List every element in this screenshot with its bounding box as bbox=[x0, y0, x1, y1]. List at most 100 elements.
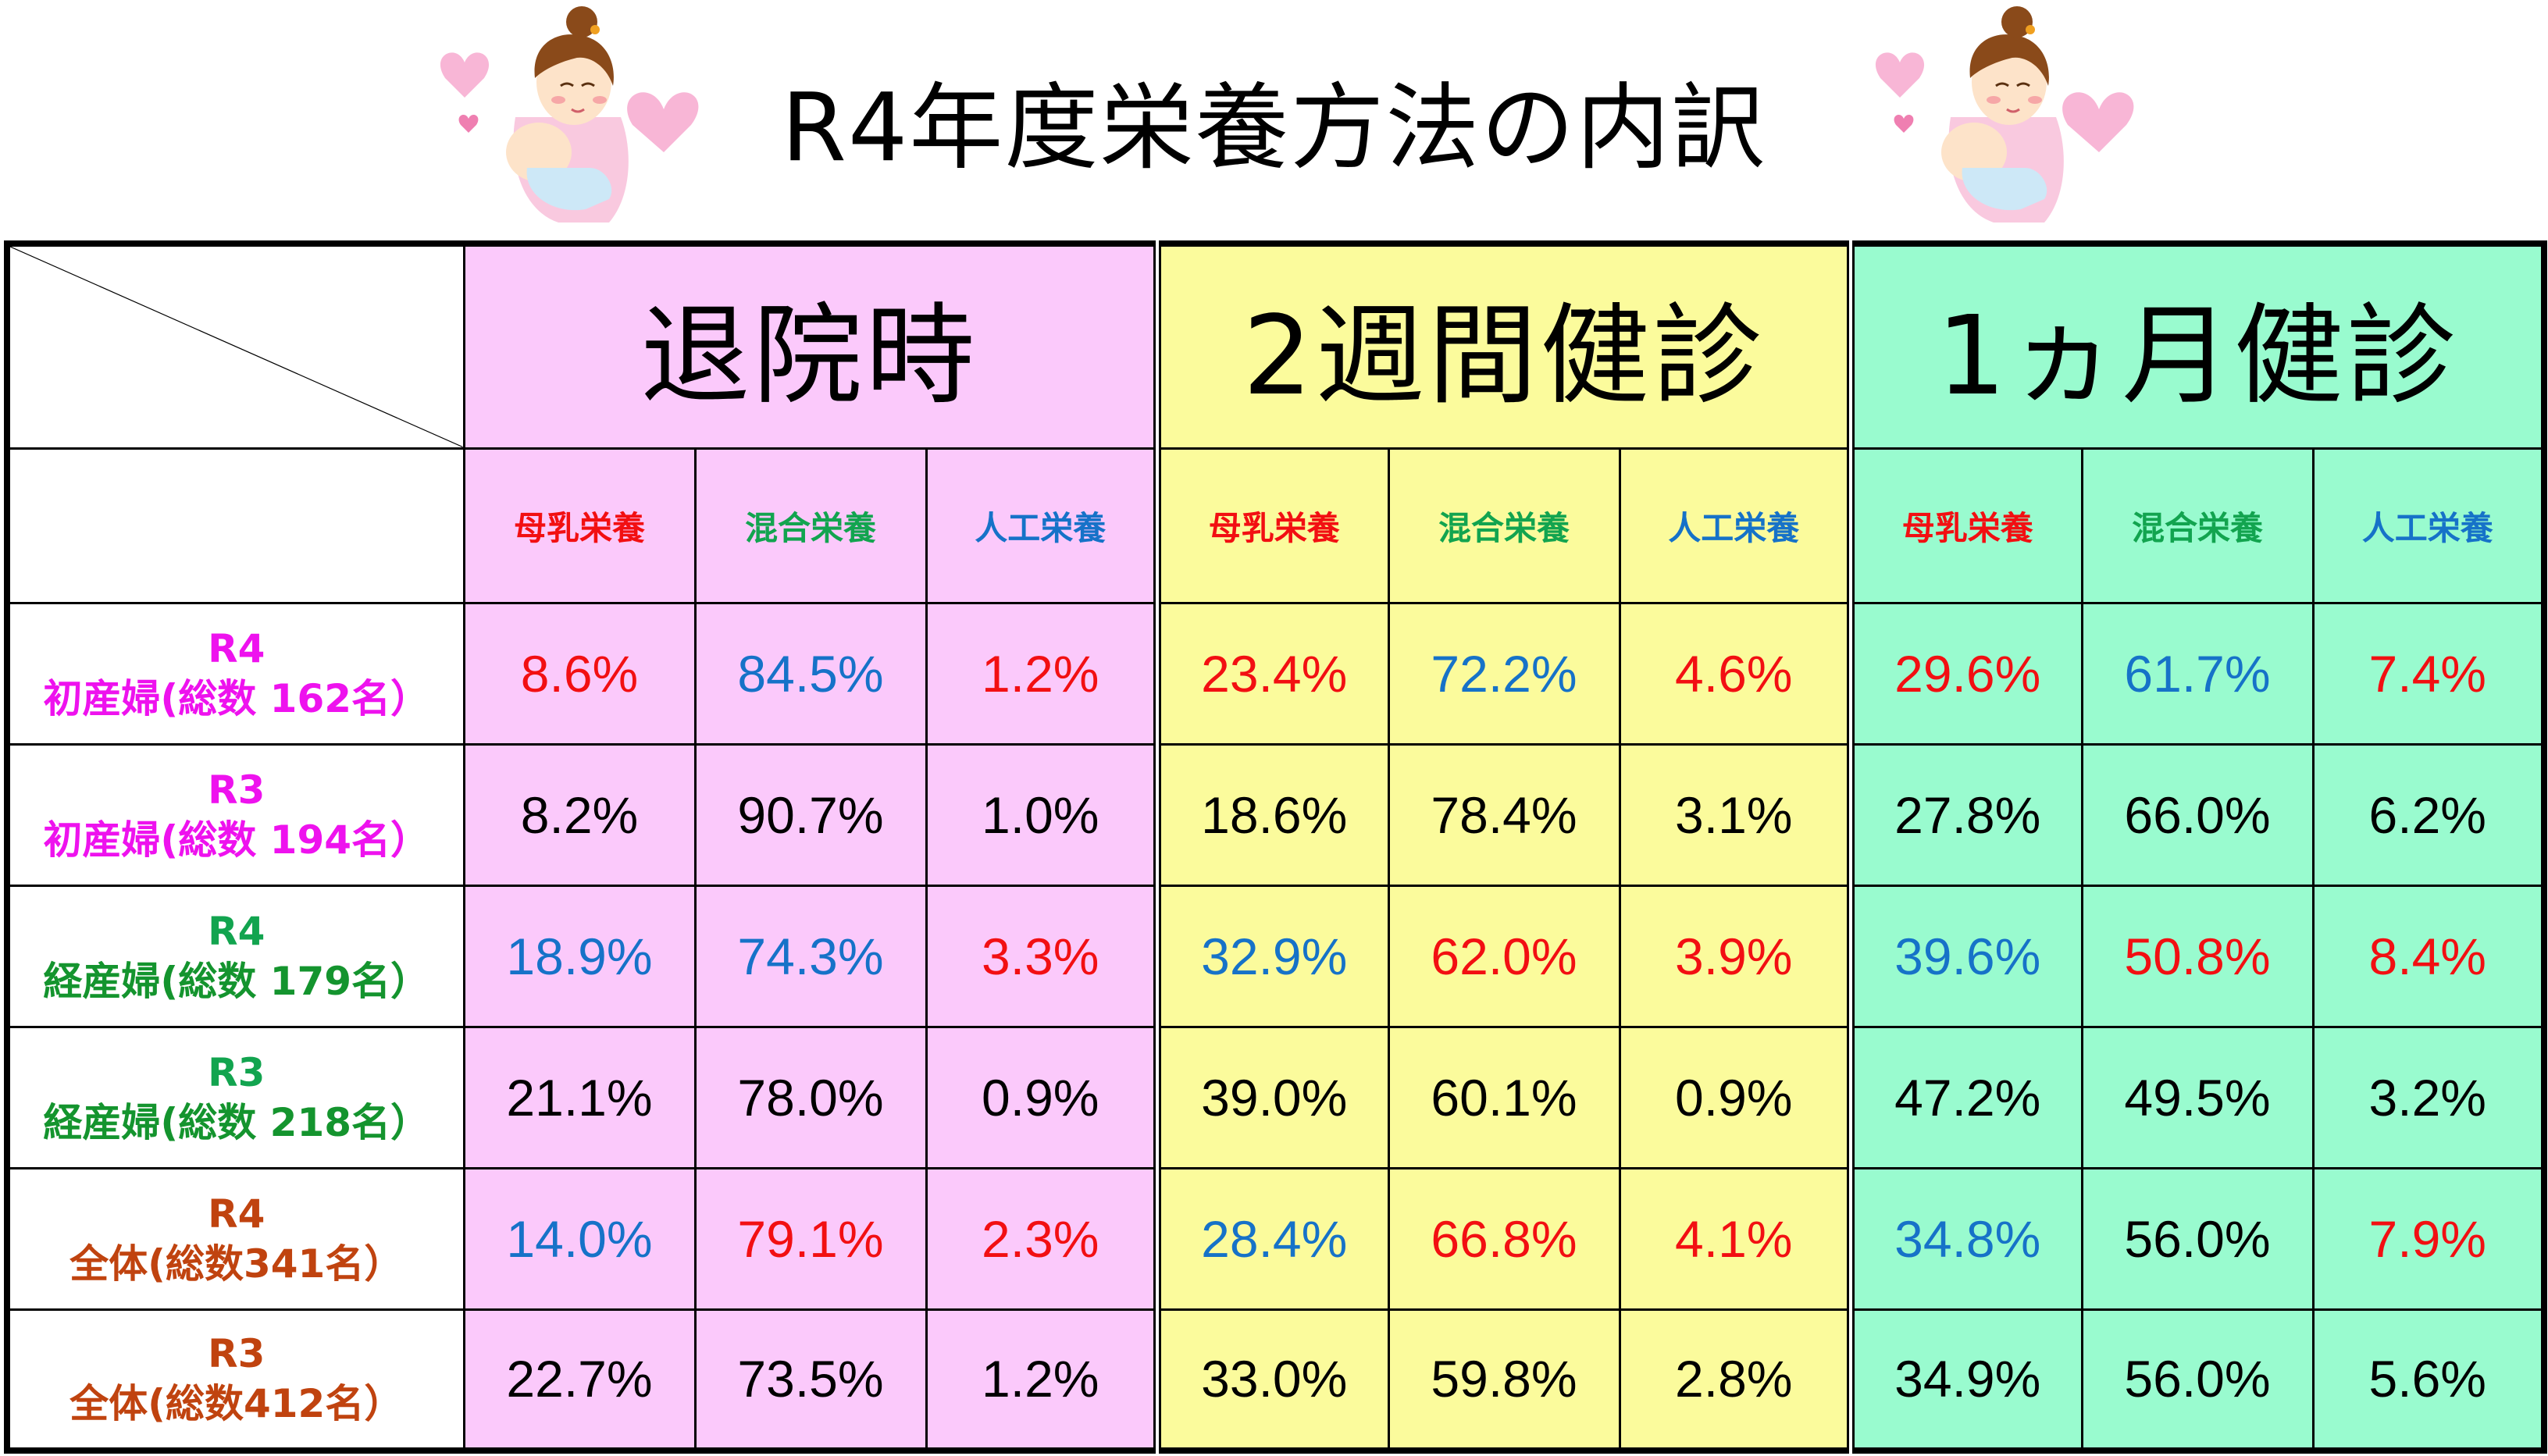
percent-cell: 60.1% bbox=[1387, 1025, 1621, 1169]
percent-cell: 1.2% bbox=[925, 601, 1159, 746]
hearts-icon bbox=[1875, 52, 2134, 152]
percent-cell: 8.2% bbox=[462, 742, 697, 887]
row-label-cell: R4 全体(総数341名） bbox=[5, 1166, 465, 1311]
row-group-label: 経産婦(総数 179名） bbox=[43, 958, 430, 1004]
row-label-cell: R3 全体(総数412名） bbox=[5, 1308, 465, 1452]
percent-cell: 2.3% bbox=[925, 1166, 1159, 1311]
method-breast: 母乳栄養 bbox=[1847, 447, 2083, 604]
page-title: R4年度栄養方法の内訳 bbox=[781, 74, 1767, 183]
row-label-cell: R3 初産婦(総数 194名） bbox=[5, 742, 465, 887]
method-breast: 母乳栄養 bbox=[462, 447, 697, 604]
row-year-label: R4 bbox=[208, 1191, 265, 1237]
percent-cell: 22.7% bbox=[462, 1308, 697, 1452]
row-group-label: 全体(総数412名） bbox=[69, 1381, 404, 1427]
percent-cell: 27.8% bbox=[1847, 742, 2083, 887]
percent-cell: 18.9% bbox=[462, 884, 697, 1028]
percent-cell: 4.6% bbox=[1618, 601, 1852, 746]
method-mixed: 混合栄養 bbox=[693, 447, 928, 604]
percent-cell: 62.0% bbox=[1387, 884, 1621, 1028]
percent-cell: 3.3% bbox=[925, 884, 1159, 1028]
percent-cell: 7.9% bbox=[2311, 1166, 2546, 1311]
percent-cell: 78.4% bbox=[1387, 742, 1621, 887]
period-header-2week: 2週間健診 bbox=[1153, 242, 1852, 450]
row-year-label: R3 bbox=[208, 767, 265, 813]
percent-cell: 66.8% bbox=[1387, 1166, 1621, 1311]
percent-cell: 5.6% bbox=[2311, 1308, 2546, 1452]
percent-cell: 2.8% bbox=[1618, 1308, 1852, 1452]
table-row: R4 経産婦(総数 179名） 18.9% 74.3% 3.3% 32.9% 62.0% 3.… bbox=[5, 884, 2546, 1028]
empty-label-cell bbox=[5, 447, 465, 604]
percent-cell: 7.4% bbox=[2311, 601, 2546, 746]
table-row: R4 全体(総数341名） 14.0% 79.1% 2.3% 28.4% 66.8% 4.1%… bbox=[5, 1166, 2546, 1311]
percent-cell: 66.0% bbox=[2080, 742, 2315, 887]
row-year-label: R3 bbox=[208, 1049, 265, 1095]
method-formula: 人工栄養 bbox=[2311, 447, 2546, 604]
hearts-icon bbox=[440, 52, 699, 152]
percent-cell: 56.0% bbox=[2080, 1166, 2315, 1311]
mother-breastfeeding-illustration bbox=[1875, 6, 2134, 222]
percent-cell: 59.8% bbox=[1387, 1308, 1621, 1452]
percent-cell: 56.0% bbox=[2080, 1308, 2315, 1452]
row-group-label: 全体(総数341名） bbox=[69, 1241, 404, 1287]
method-mixed: 混合栄養 bbox=[1387, 447, 1621, 604]
percent-cell: 50.8% bbox=[2080, 884, 2315, 1028]
period-header-row: 退院時 2週間健診 1ヵ月健診 bbox=[5, 242, 2546, 450]
percent-cell: 61.7% bbox=[2080, 601, 2315, 746]
table-row: R3 全体(総数412名） 22.7% 73.5% 1.2% 33.0% 59.8% 2.8%… bbox=[5, 1308, 2546, 1452]
method-header-row: 母乳栄養 混合栄養 人工栄養 母乳栄養 混合栄養 人工栄養 母乳栄養 混合栄養 … bbox=[5, 447, 2546, 604]
percent-cell: 21.1% bbox=[462, 1025, 697, 1169]
percent-cell: 1.2% bbox=[925, 1308, 1159, 1452]
percent-cell: 78.0% bbox=[693, 1025, 928, 1169]
table-row: R4 初産婦(総数 162名） 8.6% 84.5% 1.2% 23.4% 72.2% 4.6… bbox=[5, 601, 2546, 746]
row-year-label: R3 bbox=[208, 1331, 265, 1377]
row-label-cell: R3 経産婦(総数 218名） bbox=[5, 1025, 465, 1169]
row-year-label: R4 bbox=[208, 908, 265, 954]
percent-cell: 0.9% bbox=[925, 1025, 1159, 1169]
percent-cell: 3.9% bbox=[1618, 884, 1852, 1028]
period-header-1month: 1ヵ月健診 bbox=[1846, 242, 2546, 450]
period-header-discharge: 退院時 bbox=[462, 242, 1159, 450]
row-year-label: R4 bbox=[208, 625, 265, 671]
percent-cell: 47.2% bbox=[1847, 1025, 2083, 1169]
percent-cell: 34.9% bbox=[1847, 1308, 2083, 1452]
percent-cell: 79.1% bbox=[693, 1166, 928, 1311]
percent-cell: 14.0% bbox=[462, 1166, 697, 1311]
percent-cell: 39.0% bbox=[1153, 1025, 1390, 1169]
percent-cell: 6.2% bbox=[2311, 742, 2546, 887]
nutrition-method-table: 退院時 2週間健診 1ヵ月健診 母乳栄養 混合栄養 人工栄養 母乳栄養 混合栄養… bbox=[4, 240, 2548, 1454]
percent-cell: 32.9% bbox=[1153, 884, 1390, 1028]
percent-cell: 33.0% bbox=[1153, 1308, 1390, 1452]
diagonal-line bbox=[10, 247, 463, 447]
percent-cell: 28.4% bbox=[1153, 1166, 1390, 1311]
corner-diagonal-cell bbox=[5, 242, 465, 450]
percent-cell: 49.5% bbox=[2080, 1025, 2315, 1169]
method-formula: 人工栄養 bbox=[1618, 447, 1852, 604]
percent-cell: 84.5% bbox=[693, 601, 928, 746]
percent-cell: 29.6% bbox=[1847, 601, 2083, 746]
percent-cell: 8.6% bbox=[462, 601, 697, 746]
table-row: R3 経産婦(総数 218名） 21.1% 78.0% 0.9% 39.0% 60.1% 0.… bbox=[5, 1025, 2546, 1169]
percent-cell: 0.9% bbox=[1618, 1025, 1852, 1169]
percent-cell: 4.1% bbox=[1618, 1166, 1852, 1311]
method-breast: 母乳栄養 bbox=[1153, 447, 1390, 604]
row-group-label: 初産婦(総数 194名） bbox=[43, 817, 430, 863]
percent-cell: 39.6% bbox=[1847, 884, 2083, 1028]
percent-cell: 23.4% bbox=[1153, 601, 1390, 746]
row-label-cell: R4 経産婦(総数 179名） bbox=[5, 884, 465, 1028]
percent-cell: 3.2% bbox=[2311, 1025, 2546, 1169]
percent-cell: 73.5% bbox=[693, 1308, 928, 1452]
percent-cell: 1.0% bbox=[925, 742, 1159, 887]
percent-cell: 72.2% bbox=[1387, 601, 1621, 746]
method-formula: 人工栄養 bbox=[925, 447, 1159, 604]
percent-cell: 34.8% bbox=[1847, 1166, 2083, 1311]
percent-cell: 18.6% bbox=[1153, 742, 1390, 887]
row-group-label: 経産婦(総数 218名） bbox=[43, 1099, 430, 1145]
percent-cell: 8.4% bbox=[2311, 884, 2546, 1028]
method-mixed: 混合栄養 bbox=[2080, 447, 2315, 604]
percent-cell: 74.3% bbox=[693, 884, 928, 1028]
row-group-label: 初産婦(総数 162名） bbox=[43, 675, 430, 721]
table-row: R3 初産婦(総数 194名） 8.2% 90.7% 1.0% 18.6% 78.4% 3.1… bbox=[5, 742, 2546, 887]
mother-breastfeeding-illustration bbox=[440, 6, 699, 222]
percent-cell: 90.7% bbox=[693, 742, 928, 887]
row-label-cell: R4 初産婦(総数 162名） bbox=[5, 601, 465, 746]
